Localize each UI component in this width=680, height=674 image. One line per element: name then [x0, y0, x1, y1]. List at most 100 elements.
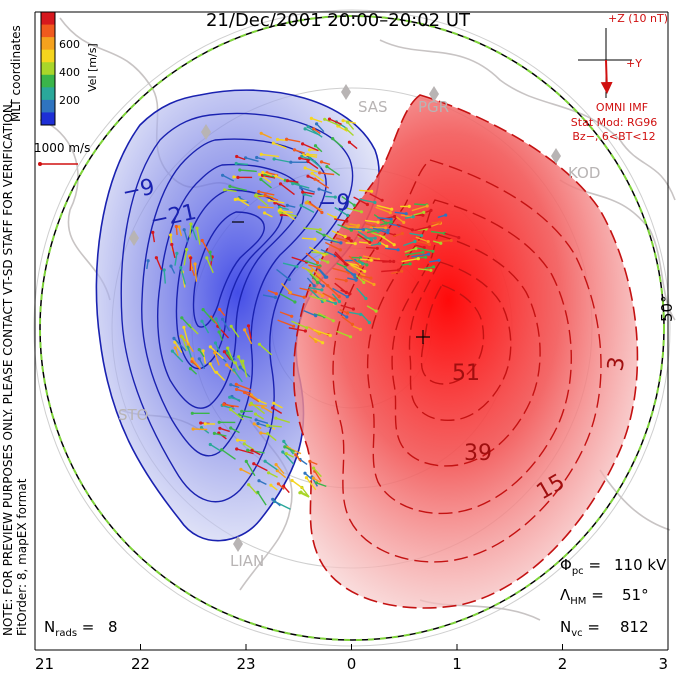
velocity-vector-origin	[376, 220, 380, 224]
velocity-vector-origin	[344, 279, 348, 283]
velocity-vector-origin	[274, 463, 278, 467]
velocity-vector-origin	[305, 326, 309, 330]
velocity-vector	[381, 269, 399, 273]
velocity-vector-origin	[282, 439, 286, 443]
velocity-vector	[284, 446, 296, 453]
velocity-vector-origin	[175, 251, 179, 255]
velocity-vector	[413, 211, 424, 216]
velocity-vector	[334, 251, 348, 266]
velocity-vector-origin	[267, 198, 271, 202]
colorbar-swatch	[41, 37, 55, 51]
velocity-vector-origin	[414, 247, 418, 251]
velocity-vector	[332, 287, 348, 298]
velocity-vector-origin	[214, 317, 218, 321]
velocity-vector-origin	[236, 175, 240, 179]
velocity-vector-origin	[390, 207, 394, 211]
velocity-vector-origin	[388, 211, 392, 215]
velocity-vector	[191, 358, 201, 370]
velocity-vector-origin	[317, 187, 321, 191]
velocity-vector	[214, 432, 227, 437]
velocity-vector-origin	[208, 345, 212, 349]
velocity-vector-origin	[246, 324, 251, 328]
velocity-vector-origin	[312, 284, 316, 288]
velocity-vector	[311, 251, 327, 255]
velocity-vector	[303, 227, 321, 231]
velocity-vector-origin	[290, 478, 294, 483]
velocity-vector-origin	[208, 362, 212, 366]
velocity-vector	[273, 142, 287, 149]
velocity-vector-origin	[234, 382, 238, 386]
velocity-vector-origin	[254, 194, 258, 198]
velocity-vector	[287, 180, 299, 183]
velocity-vector	[379, 234, 395, 246]
velocity-vector-origin	[384, 226, 388, 230]
velocity-vector-origin	[208, 442, 212, 447]
velocity-vector	[350, 263, 366, 272]
velocity-vector-origin	[313, 144, 318, 148]
velocity-vector-origin	[396, 248, 400, 252]
velocity-vector	[233, 369, 243, 383]
velocity-vector-origin	[218, 307, 222, 312]
velocity-vector	[369, 226, 386, 229]
velocity-vector-origin	[318, 171, 322, 175]
velocity-vector	[404, 247, 417, 253]
velocity-vector	[309, 157, 322, 169]
velocity-vector-origin	[408, 262, 412, 266]
velocity-vector-origin	[333, 195, 337, 199]
velocity-vector	[345, 242, 356, 245]
velocity-vector	[216, 371, 226, 381]
velocity-vector	[346, 311, 361, 316]
velocity-vector-origin	[197, 357, 201, 361]
velocity-vector	[307, 264, 320, 276]
velocity-vector	[229, 185, 247, 192]
colorbar-swatch	[41, 24, 55, 38]
velocity-vector	[237, 356, 245, 369]
velocity-vector	[229, 396, 241, 401]
velocity-vector	[221, 404, 235, 410]
velocity-vector-origin	[299, 490, 303, 494]
velocity-vector-origin	[169, 264, 173, 268]
velocity-vector	[329, 118, 342, 125]
velocity-vector	[317, 312, 334, 322]
velocity-vector	[307, 153, 318, 156]
velocity-vector-origin	[191, 427, 195, 431]
velocity-vector	[315, 274, 329, 287]
velocity-vector-origin	[252, 462, 256, 466]
velocity-vector	[403, 240, 416, 247]
velocity-vector-origin	[319, 160, 324, 164]
velocity-vector-origin	[261, 170, 265, 175]
velocity-vector	[193, 428, 208, 431]
velocity-vector-origin	[365, 263, 369, 267]
velocity-vector-origin	[317, 265, 321, 269]
velocity-vector-origin	[236, 438, 240, 442]
velocity-vector	[376, 204, 392, 210]
velocity-vector-origin	[288, 290, 292, 295]
velocity-vector	[340, 304, 354, 310]
velocity-vector	[152, 232, 156, 243]
velocity-vector	[335, 237, 347, 242]
velocity-vector-origin	[185, 247, 189, 252]
velocity-vector	[155, 257, 163, 271]
velocity-vector-origin	[321, 294, 325, 298]
velocity-vector-origin	[257, 205, 261, 209]
velocity-vector-origin	[244, 156, 248, 160]
station-label-lian: LIAN	[230, 552, 264, 570]
velocity-vector	[183, 327, 189, 344]
velocity-vector-origin	[359, 312, 363, 316]
velocity-vector-origin	[189, 256, 193, 260]
velocity-vector-origin	[182, 325, 186, 329]
velocity-vector	[415, 247, 434, 252]
velocity-vector-origin	[281, 450, 285, 454]
velocity-vector	[364, 219, 379, 223]
velocity-vector-origin	[173, 346, 177, 350]
velocity-vector-origin	[362, 228, 366, 232]
velocity-vector-origin	[284, 452, 288, 456]
velocity-vector	[303, 309, 316, 317]
velocity-vector	[307, 126, 323, 138]
velocity-vector-origin	[392, 259, 396, 264]
velocity-vector	[320, 248, 336, 257]
velocity-vector-origin	[228, 407, 233, 412]
velocity-vector-origin	[323, 298, 327, 303]
velocity-vector	[262, 406, 273, 414]
